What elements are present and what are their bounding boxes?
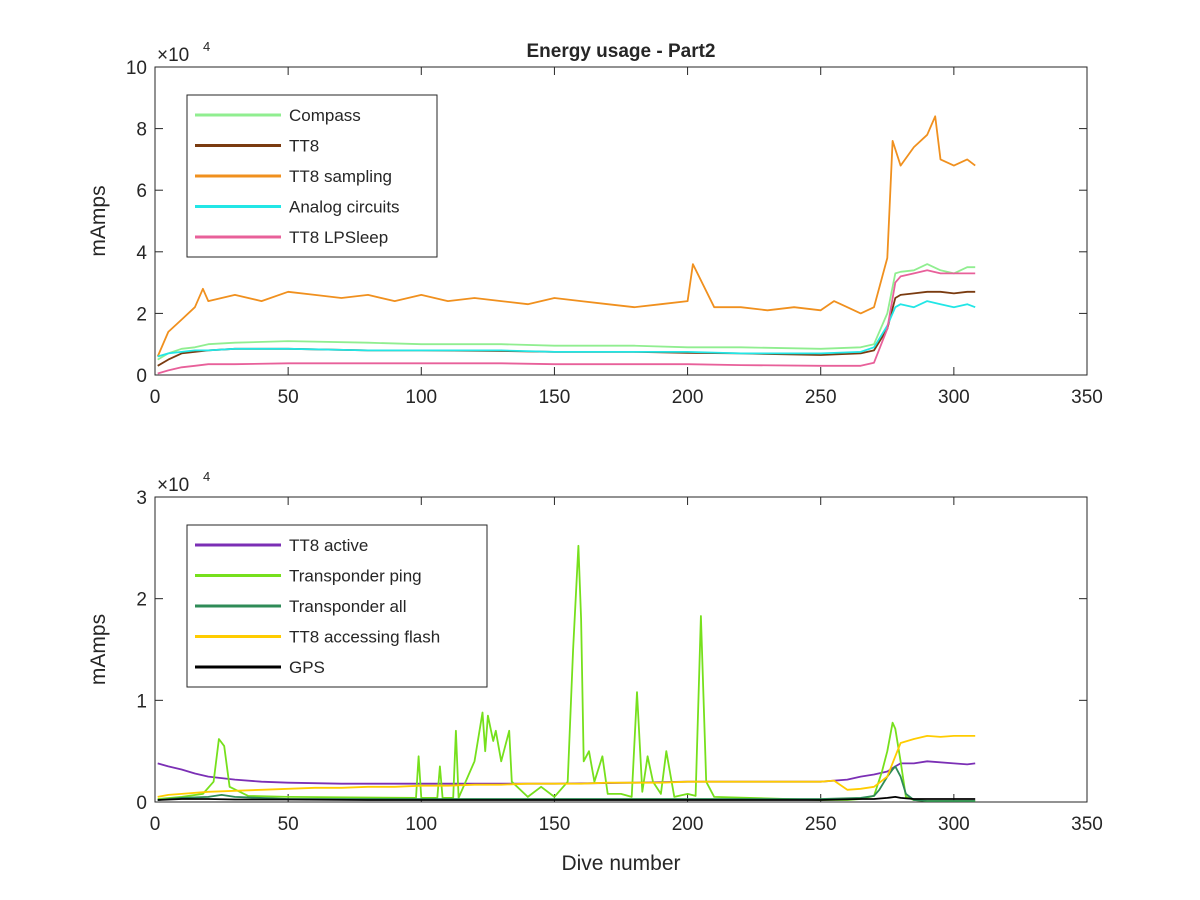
x-axis-label: Dive number <box>561 852 680 875</box>
top-x-tick-label: 0 <box>150 387 161 408</box>
bottom-y-tick-label: 3 <box>136 488 147 509</box>
bottom-legend-label-tt8-accessing-flash: TT8 accessing flash <box>289 628 440 647</box>
top-x-tick-label: 350 <box>1071 387 1103 408</box>
top-legend-label-tt8-lpsleep: TT8 LPSleep <box>289 228 388 247</box>
top-exponent-power: 4 <box>203 39 210 54</box>
bottom-x-tick-label: 250 <box>805 814 837 835</box>
bottom-legend-label-transponder-all: Transponder all <box>289 597 407 616</box>
bottom-series-gps <box>157 796 976 801</box>
top-series-tt8-lpsleep <box>157 269 976 375</box>
top-y-tick-label: 0 <box>136 366 147 387</box>
top-y-tick-label: 4 <box>136 243 147 264</box>
bottom-y-tick-label: 2 <box>136 590 147 611</box>
top-x-tick-label: 150 <box>539 387 571 408</box>
bottom-series-transponder-all <box>157 765 976 802</box>
bottom-exponent-label: ×10 <box>157 475 189 496</box>
top-y-axis-label: mAmps <box>87 185 110 256</box>
top-legend-label-analog-circuits: Analog circuits <box>289 198 400 217</box>
bottom-plot-area <box>157 544 976 802</box>
top-x-tick-label: 200 <box>672 387 704 408</box>
bottom-x-tick-label: 0 <box>150 814 161 835</box>
bottom-legend-label-transponder-ping: Transponder ping <box>289 567 422 586</box>
top-series-analog-circuits <box>157 300 976 358</box>
bottom-legend: TT8 active Transponder ping Transponder al… <box>186 524 488 688</box>
top-plot-area <box>156 115 976 375</box>
top-x-tick-label: 250 <box>805 387 837 408</box>
bottom-y-axis-label: mAmps <box>87 614 110 685</box>
bottom-exponent-power: 4 <box>203 469 210 484</box>
bottom-y-tick-label: 0 <box>136 793 147 814</box>
bottom-x-tick-label: 200 <box>672 814 704 835</box>
top-x-tick-label: 100 <box>405 387 437 408</box>
bottom-x-tick-label: 150 <box>539 814 571 835</box>
top-legend: Compass TT8 TT8 sampling Analog circuits TT8… <box>186 94 438 258</box>
top-x-tick-label: 50 <box>278 387 299 408</box>
top-series-compass <box>157 263 976 361</box>
bottom-x-tick-label: 50 <box>278 814 299 835</box>
top-y-tick-label: 6 <box>136 181 147 202</box>
figure-title: Energy usage - Part2 <box>526 41 715 62</box>
top-y-tick-label: 10 <box>126 58 147 79</box>
bottom-legend-label-tt8-active: TT8 active <box>289 536 368 555</box>
top-legend-label-compass: Compass <box>289 106 361 125</box>
top-legend-label-tt8: TT8 <box>289 137 319 156</box>
bottom-y-tick-label: 1 <box>136 691 147 712</box>
top-legend-label-tt8-sampling: TT8 sampling <box>289 167 392 186</box>
bottom-series-tt8-accessing-flash <box>157 735 976 798</box>
top-y-tick-label: 8 <box>136 120 147 141</box>
bottom-axes: 0 50 100 150 200 250 300 350 0 1 2 3 ×10 4 mAmps TT8 ac… <box>87 469 1103 835</box>
bottom-x-tick-label: 350 <box>1071 814 1103 835</box>
bottom-x-tick-label: 100 <box>405 814 437 835</box>
bottom-legend-label-gps: GPS <box>289 658 325 677</box>
bottom-x-tick-label: 300 <box>938 814 970 835</box>
top-x-tick-label: 300 <box>938 387 970 408</box>
top-axes: 0 50 100 150 200 250 300 350 0 2 4 6 8 10 ×10 4 mAmps Com… <box>87 39 1103 408</box>
top-y-tick-label: 2 <box>136 304 147 325</box>
top-series-tt8-sampling <box>156 115 976 357</box>
top-exponent-label: ×10 <box>157 45 189 66</box>
